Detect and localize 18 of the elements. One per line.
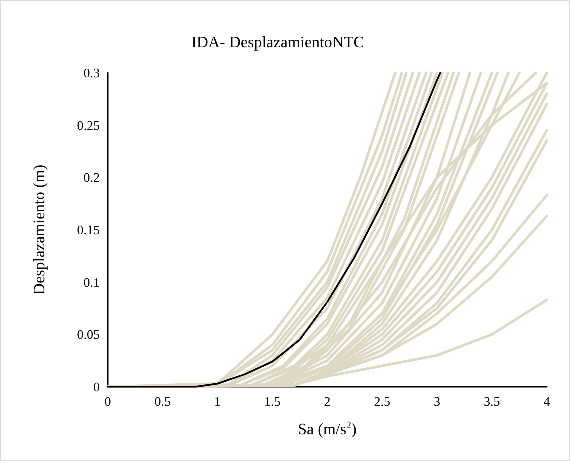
y-tick-label: 0.05 <box>77 327 100 342</box>
x-tick-label: 2.5 <box>374 394 390 409</box>
y-tick-label: 0.1 <box>84 274 100 290</box>
x-tick-label: 0 <box>104 394 112 409</box>
y-tick-label: 0.15 <box>77 222 100 238</box>
y-tick-label: 0.3 <box>84 66 100 80</box>
y-tick-label: 0.25 <box>77 118 100 133</box>
x-tick-label: 3.5 <box>484 394 500 409</box>
x-tick-label: 4 <box>544 394 551 409</box>
y-axis-title: Desplazamiento (m) <box>32 164 48 296</box>
y-tick-label: 0.2 <box>84 170 100 186</box>
y-tick-label: 0 <box>94 380 100 394</box>
x-tick-label: 3 <box>434 394 440 409</box>
x-tick-label: 1.5 <box>264 394 281 409</box>
chart-title: IDA- DesplazamientoNTC <box>192 34 364 52</box>
x-tick-label: 1 <box>214 394 221 409</box>
x-tick-label: 0.5 <box>154 394 171 409</box>
x-tick-label: 2 <box>324 394 331 409</box>
